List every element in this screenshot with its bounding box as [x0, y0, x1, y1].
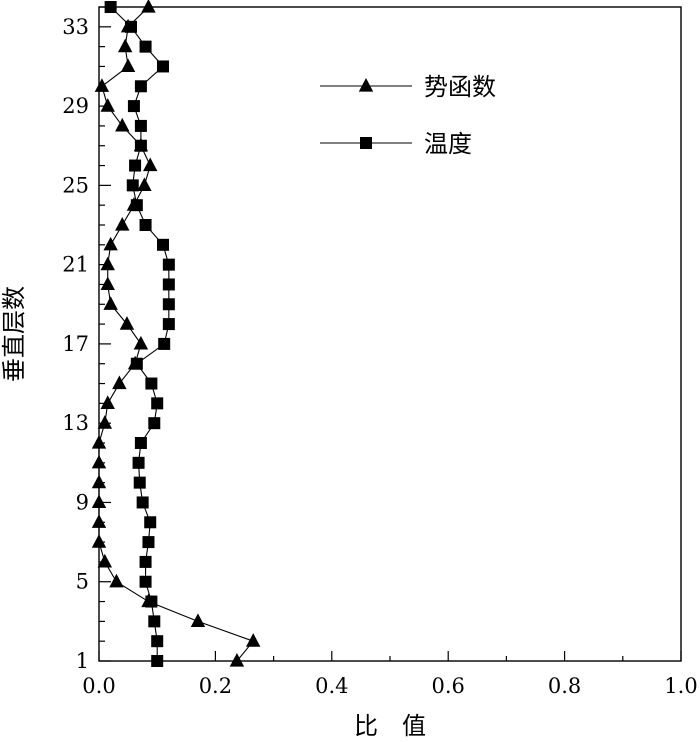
square-point	[151, 655, 164, 667]
triangle-point	[103, 236, 118, 251]
x-tick-label: 0.8	[548, 674, 581, 698]
square-point	[148, 615, 161, 628]
triangle-point	[100, 98, 115, 112]
y-tick-label: 21	[62, 253, 89, 277]
square-point	[125, 20, 138, 33]
triangle-point	[119, 316, 135, 330]
square-point	[142, 536, 155, 549]
triangle-point	[120, 58, 136, 73]
square-point	[145, 595, 158, 608]
triangle-point	[91, 474, 107, 489]
square-point	[144, 516, 157, 529]
triangle-point	[141, 0, 156, 13]
triangle-point	[112, 375, 127, 390]
square-point	[162, 318, 175, 331]
legend-marker	[358, 78, 374, 92]
triangle-point	[97, 553, 113, 568]
series-2	[104, 1, 175, 667]
triangle-point	[117, 38, 133, 53]
triangle-point	[91, 494, 107, 509]
square-point	[134, 119, 147, 132]
square-point	[162, 278, 175, 291]
plot-frame	[98, 6, 682, 662]
triangle-point	[115, 217, 130, 231]
square-point	[148, 417, 161, 430]
x-tick-label: 0.4	[315, 674, 348, 698]
triangle-point	[94, 78, 110, 92]
square-point	[104, 1, 117, 13]
triangle-point	[137, 177, 152, 191]
triangle-point	[115, 117, 130, 132]
series-line	[110, 6, 170, 661]
y-tick-label: 17	[62, 332, 89, 356]
legend-label: 温度	[424, 130, 472, 158]
y-tick-label: 1	[76, 649, 89, 673]
x-tick-label: 0.6	[431, 674, 464, 698]
triangle-point	[100, 256, 115, 271]
y-tick-label: 33	[62, 15, 89, 39]
square-point	[136, 496, 149, 509]
y-tick-label: 5	[76, 570, 89, 594]
square-point	[129, 159, 142, 172]
square-point	[157, 60, 170, 73]
x-axis-title: 比 值	[354, 712, 426, 740]
y-tick-label: 13	[62, 411, 89, 435]
square-point	[145, 377, 158, 390]
x-tick-label: 0.2	[199, 674, 232, 698]
square-point	[139, 40, 152, 53]
square-point	[158, 337, 171, 350]
triangle-point	[97, 415, 113, 429]
square-point	[139, 219, 152, 231]
square-point	[151, 397, 164, 410]
square-point	[162, 258, 175, 271]
square-point	[134, 437, 147, 449]
triangle-point	[100, 395, 115, 409]
triangle-point	[190, 613, 206, 627]
legend-label: 势函数	[424, 73, 496, 101]
x-tick-label: 0.0	[82, 674, 115, 698]
y-axis-title: 垂直层数	[0, 286, 28, 382]
series-line	[98, 6, 255, 662]
triangle-point	[91, 435, 107, 449]
square-point	[126, 179, 139, 192]
square-point	[130, 357, 143, 370]
triangle-point	[229, 653, 245, 667]
square-point	[130, 199, 143, 212]
square-point	[134, 80, 147, 93]
y-tick-label: 29	[62, 94, 89, 118]
triangle-point	[143, 157, 158, 172]
series-layer	[91, 0, 261, 667]
legend-marker	[360, 137, 372, 149]
square-point	[132, 456, 145, 469]
y-tick-label: 25	[62, 173, 89, 197]
square-point	[157, 238, 170, 251]
square-point	[139, 555, 152, 568]
square-point	[151, 635, 164, 648]
triangle-point	[91, 514, 107, 528]
square-point	[133, 476, 146, 489]
triangle-point	[91, 454, 107, 469]
axis-ticks: 0.0 0.2 0.4 0.6 0.8 1.0 1 5 9 13 17 21 25 29 33	[62, 6, 698, 698]
square-point	[134, 139, 147, 152]
x-tick-label: 1.0	[664, 674, 697, 698]
triangle-point	[103, 296, 118, 310]
triangle-point	[100, 276, 115, 291]
square-point	[162, 298, 175, 311]
y-tick-label: 9	[76, 490, 89, 514]
triangle-point	[133, 335, 149, 350]
triangle-point	[246, 633, 261, 647]
square-point	[127, 100, 140, 113]
triangle-point	[109, 573, 124, 588]
triangle-point	[91, 534, 107, 548]
square-point	[139, 575, 152, 588]
series-1	[91, 0, 261, 667]
